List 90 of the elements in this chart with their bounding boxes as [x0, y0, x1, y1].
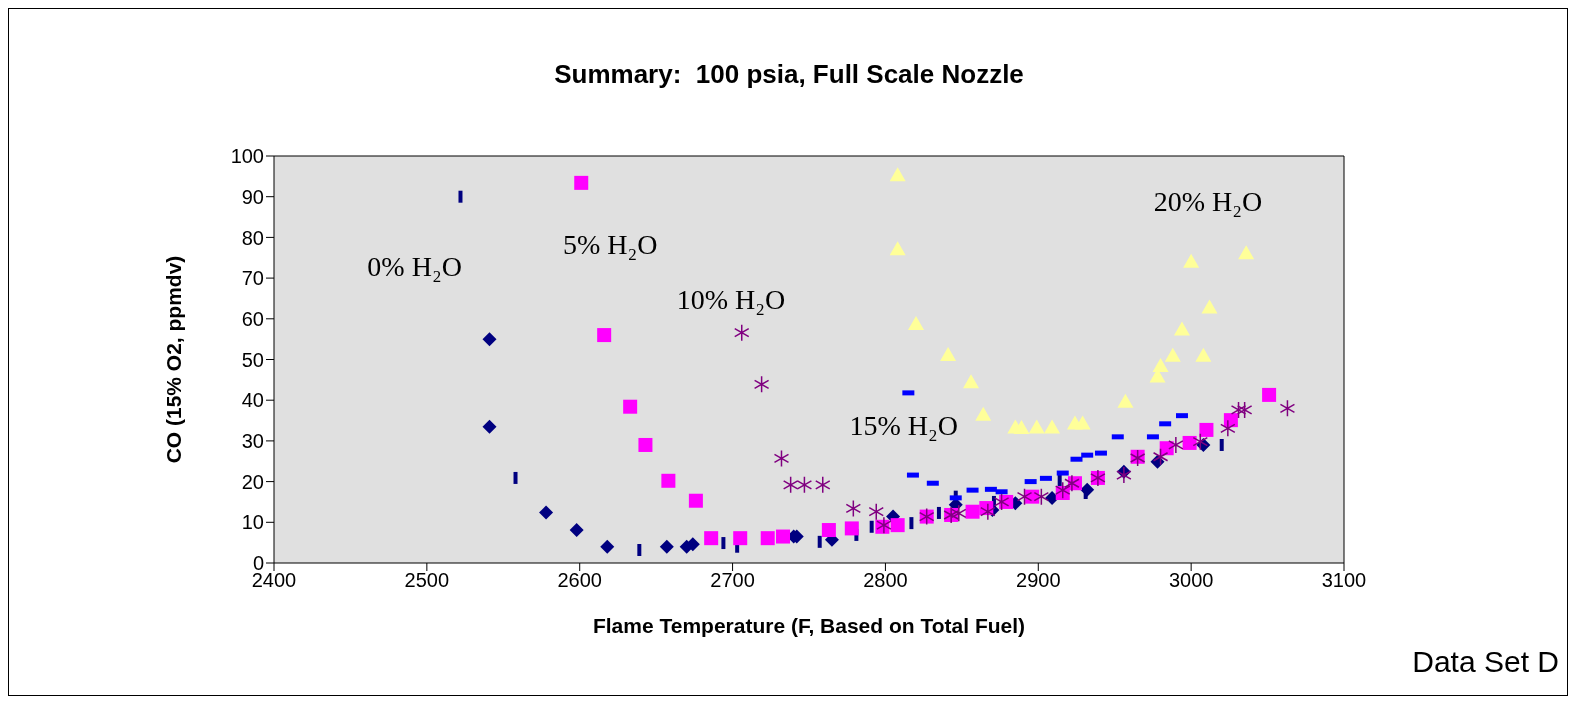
point [733, 531, 748, 546]
y-tick-label: 80 [241, 226, 264, 249]
point [623, 399, 638, 414]
x-tick-label: 2700 [710, 569, 755, 592]
point [482, 332, 497, 347]
point [1164, 347, 1181, 362]
point [1262, 387, 1277, 402]
point [890, 518, 905, 533]
point [1236, 401, 1253, 419]
point [889, 167, 906, 182]
point [1044, 419, 1061, 434]
point [1195, 347, 1212, 362]
series-label: 15% H₂O [849, 410, 959, 442]
point [760, 531, 775, 546]
point [908, 316, 924, 331]
point [1173, 321, 1190, 336]
point [1192, 432, 1209, 451]
point [965, 504, 980, 519]
point [1033, 487, 1050, 506]
point [1199, 422, 1214, 437]
series-label: 20% H₂O [1153, 186, 1263, 218]
point [1152, 448, 1169, 466]
y-tick-label: 90 [241, 185, 264, 208]
y-tick-label: 40 [241, 389, 264, 412]
x-axis-title: Flame Temperature (F, Based on Total Fuel) [592, 614, 1026, 637]
point [638, 437, 653, 452]
chart-title: Summary: 100 psia, Full Scale Nozzle [553, 59, 1025, 90]
x-tick-label: 3100 [1321, 569, 1367, 592]
point [1220, 419, 1236, 438]
series-label: 5% H₂O [563, 229, 658, 261]
point [753, 375, 770, 394]
point [1116, 466, 1132, 484]
point [773, 449, 790, 468]
point [482, 419, 497, 434]
point [597, 328, 612, 343]
x-tick-label: 2400 [251, 569, 297, 592]
point [1168, 436, 1184, 454]
point [1201, 299, 1218, 314]
y-tick-label: 100 [230, 145, 264, 168]
point [963, 374, 980, 389]
x-tick-label: 2800 [863, 569, 908, 592]
point [569, 523, 584, 538]
point [1182, 435, 1197, 450]
y-tick-label: 10 [241, 511, 264, 534]
point [889, 241, 906, 256]
point [815, 476, 831, 494]
point [704, 531, 719, 546]
point [600, 539, 615, 554]
point [661, 473, 676, 488]
x-tick-label: 3000 [1168, 569, 1214, 592]
point [1013, 419, 1030, 434]
point [940, 347, 957, 362]
series-label: 10% H₂O [676, 283, 786, 315]
y-tick-label: 50 [241, 348, 264, 371]
text: Data Set D [1412, 645, 1559, 679]
x-tick-label: 2900 [1016, 569, 1061, 592]
point [993, 493, 1010, 511]
point [1238, 245, 1255, 260]
point [1183, 253, 1200, 268]
y-tick-label: 30 [241, 430, 264, 452]
point [574, 175, 589, 190]
text: 0% H₂O [367, 251, 462, 283]
point [844, 521, 859, 536]
point [539, 505, 554, 520]
point [1117, 393, 1134, 408]
y-axis-title: CO (15% O2, ppmdv) [162, 255, 186, 464]
point [1279, 399, 1296, 418]
point [1016, 487, 1033, 506]
point [1152, 358, 1169, 373]
point [782, 476, 799, 494]
point [951, 504, 967, 523]
y-tick-label: 20 [241, 470, 264, 493]
point [975, 406, 992, 421]
point [821, 523, 836, 538]
point [868, 502, 885, 521]
point [1054, 481, 1071, 499]
point [1074, 415, 1091, 430]
y-tick-label: 70 [241, 267, 264, 290]
point [796, 476, 813, 494]
point [659, 539, 674, 554]
x-tick-label: 2600 [557, 569, 602, 592]
point [1028, 419, 1045, 434]
y-tick-label: 60 [241, 307, 264, 330]
point [1230, 401, 1247, 419]
point [733, 323, 750, 342]
point [776, 529, 791, 544]
x-tick-label: 2500 [404, 569, 450, 592]
point [688, 493, 703, 508]
point [980, 502, 996, 521]
point [845, 499, 862, 518]
